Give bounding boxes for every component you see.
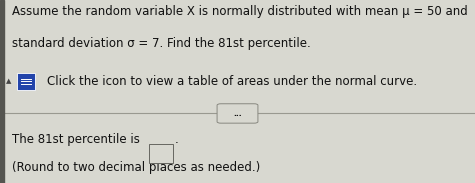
Text: ▲: ▲ — [6, 79, 11, 84]
Text: The 81st percentile is: The 81st percentile is — [12, 133, 143, 146]
Text: Click the icon to view a table of areas under the normal curve.: Click the icon to view a table of areas … — [47, 75, 417, 88]
Text: ...: ... — [233, 109, 242, 118]
Bar — [0, 0, 4, 183]
Text: .: . — [175, 133, 179, 146]
FancyBboxPatch shape — [17, 73, 35, 90]
Text: standard deviation σ = 7. Find the 81st percentile.: standard deviation σ = 7. Find the 81st … — [12, 37, 311, 50]
FancyBboxPatch shape — [149, 144, 173, 163]
Text: (Round to two decimal places as needed.): (Round to two decimal places as needed.) — [12, 161, 260, 174]
Text: Assume the random variable X is normally distributed with mean μ = 50 and: Assume the random variable X is normally… — [12, 5, 467, 18]
FancyBboxPatch shape — [217, 104, 258, 123]
